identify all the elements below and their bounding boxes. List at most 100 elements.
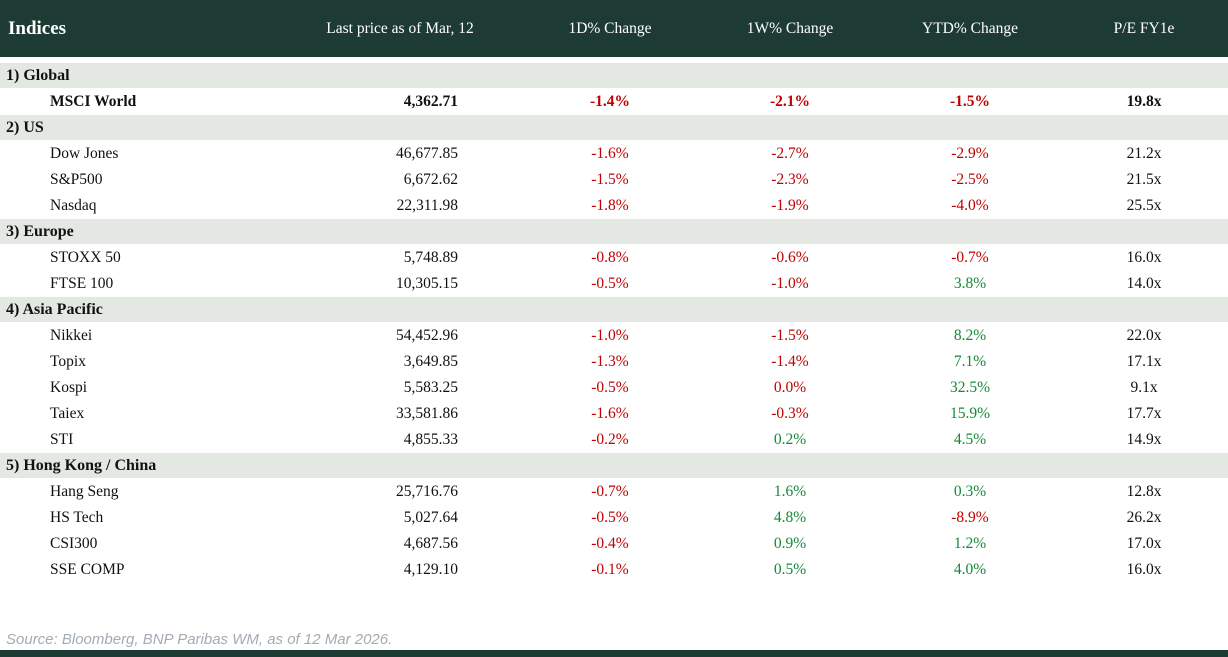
last-price-cell: 4,687.56	[403, 535, 458, 552]
1d-change-cell: -0.8%	[591, 249, 629, 266]
ytd-change-cell: 4.0%	[953, 561, 987, 578]
index-name-cell: STI	[50, 431, 74, 448]
1d-change-cell: -0.4%	[591, 535, 629, 552]
index-name-cell: SSE COMP	[50, 561, 125, 578]
pe-cell: 16.0x	[1126, 249, 1162, 266]
section-row: 2) US	[0, 115, 1228, 141]
last-price-cell: 6,672.62	[403, 171, 458, 188]
index-row: Hang Seng 25,716.76 -0.7% 1.6% 0.3% 12.8x	[0, 479, 1228, 505]
index-name-cell: Dow Jones	[50, 145, 119, 162]
index-row: S&P500 6,672.62 -1.5% -2.3% -2.5% 21.5x	[0, 167, 1228, 193]
ytd-change-cell: -2.5%	[951, 171, 989, 188]
index-name-cell: CSI300	[50, 535, 98, 552]
1d-change-cell: -1.6%	[591, 405, 629, 422]
index-row: Taiex 33,581.86 -1.6% -0.3% 15.9% 17.7x	[0, 401, 1228, 427]
pe-cell: 26.2x	[1126, 509, 1162, 526]
index-name-cell: FTSE 100	[50, 275, 114, 292]
section-row: 1) Global	[0, 63, 1228, 89]
last-price-cell: 46,677.85	[396, 145, 458, 162]
ytd-change-cell: -1.5%	[949, 93, 991, 110]
index-row: STOXX 50 5,748.89 -0.8% -0.6% -0.7% 16.0x	[0, 245, 1228, 271]
index-row: MSCI World 4,362.71 -1.4% -2.1% -1.5% 19.8x	[0, 89, 1228, 115]
index-name-cell: HS Tech	[50, 509, 104, 526]
1w-change-cell: -1.4%	[771, 353, 809, 370]
last-price-cell: 3,649.85	[403, 353, 458, 370]
column-header-1w-change: 1W% Change	[746, 19, 834, 37]
index-row: STI 4,855.33 -0.2% 0.2% 4.5% 14.9x	[0, 427, 1228, 453]
1d-change-cell: -0.1%	[591, 561, 629, 578]
pe-cell: 22.0x	[1126, 327, 1162, 344]
1d-change-cell: -1.5%	[591, 171, 629, 188]
1w-change-cell: -2.1%	[769, 93, 811, 110]
1w-change-cell: -1.0%	[771, 275, 809, 292]
table-header-row: Indices Last price as of Mar, 12 1D% Cha…	[0, 0, 1228, 57]
table-title: Indices	[8, 17, 67, 39]
last-price-cell: 4,129.10	[403, 561, 458, 578]
pe-cell: 17.0x	[1126, 535, 1162, 552]
1d-change-cell: -1.8%	[591, 197, 629, 214]
index-name-cell: Kospi	[50, 379, 88, 396]
column-header-ytd-change: YTD% Change	[922, 19, 1018, 37]
section-row: 5) Hong Kong / China	[0, 453, 1228, 479]
pe-cell: 14.9x	[1126, 431, 1162, 448]
1d-change-cell: -1.0%	[591, 327, 629, 344]
index-name-cell: Nasdaq	[50, 197, 97, 214]
index-name-cell: STOXX 50	[50, 249, 121, 266]
index-name-cell: Topix	[50, 353, 86, 370]
index-name-cell: MSCI World	[50, 93, 137, 110]
table-body: 1) Global MSCI World 4,362.71 -1.4% -2.1% -1.…	[0, 63, 1228, 583]
last-price-cell: 10,305.15	[396, 275, 458, 292]
1w-change-cell: 0.5%	[773, 561, 807, 578]
index-row: SSE COMP 4,129.10 -0.1% 0.5% 4.0% 16.0x	[0, 557, 1228, 583]
1d-change-cell: -0.7%	[591, 483, 629, 500]
last-price-cell: 4,362.71	[403, 93, 458, 110]
index-name-cell: Taiex	[50, 405, 85, 422]
index-row: CSI300 4,687.56 -0.4% 0.9% 1.2% 17.0x	[0, 531, 1228, 557]
1w-change-cell: 0.2%	[773, 431, 807, 448]
section-row: 3) Europe	[0, 219, 1228, 245]
column-header-pe: P/E FY1e	[1113, 19, 1175, 37]
pe-cell: 25.5x	[1126, 197, 1162, 214]
last-price-cell: 54,452.96	[396, 327, 458, 344]
pe-cell: 17.1x	[1126, 353, 1162, 370]
1w-change-cell: -1.5%	[771, 327, 809, 344]
column-header-1d-change: 1D% Change	[568, 19, 652, 37]
index-row: Dow Jones 46,677.85 -1.6% -2.7% -2.9% 21.2x	[0, 141, 1228, 167]
1d-change-cell: -1.3%	[591, 353, 629, 370]
last-price-cell: 33,581.86	[396, 405, 458, 422]
1d-change-cell: -1.6%	[591, 145, 629, 162]
ytd-change-cell: 32.5%	[949, 379, 991, 396]
index-row: Nikkei 54,452.96 -1.0% -1.5% 8.2% 22.0x	[0, 323, 1228, 349]
1w-change-cell: 4.8%	[773, 509, 807, 526]
1w-change-cell: -2.3%	[771, 171, 809, 188]
last-price-cell: 5,748.89	[403, 249, 458, 266]
pe-cell: 14.0x	[1126, 275, 1162, 292]
ytd-change-cell: 0.3%	[953, 483, 987, 500]
header-gap	[0, 57, 1228, 63]
1w-change-cell: -0.6%	[771, 249, 809, 266]
ytd-change-cell: 3.8%	[953, 275, 987, 292]
last-price-cell: 22,311.98	[396, 197, 458, 214]
pe-cell: 19.8x	[1126, 93, 1162, 110]
index-name-cell: Hang Seng	[50, 483, 119, 500]
last-price-cell: 5,583.25	[403, 379, 458, 396]
1d-change-cell: -0.5%	[591, 379, 629, 396]
section-row: 4) Asia Pacific	[0, 297, 1228, 323]
1d-change-cell: -0.2%	[591, 431, 629, 448]
1d-change-cell: -0.5%	[591, 275, 629, 292]
last-price-cell: 25,716.76	[396, 483, 458, 500]
pe-cell: 9.1x	[1130, 379, 1158, 396]
ytd-change-cell: 4.5%	[953, 431, 987, 448]
index-row: HS Tech 5,027.64 -0.5% 4.8% -8.9% 26.2x	[0, 505, 1228, 531]
1w-change-cell: -0.3%	[771, 405, 809, 422]
ytd-change-cell: -0.7%	[951, 249, 989, 266]
ytd-change-cell: 7.1%	[953, 353, 987, 370]
pe-cell: 21.5x	[1126, 171, 1162, 188]
index-name-cell: Nikkei	[50, 327, 93, 344]
ytd-change-cell: 1.2%	[953, 535, 987, 552]
1w-change-cell: -2.7%	[771, 145, 809, 162]
last-price-cell: 4,855.33	[403, 431, 458, 448]
1w-change-cell: -1.9%	[771, 197, 809, 214]
1d-change-cell: -1.4%	[589, 93, 631, 110]
